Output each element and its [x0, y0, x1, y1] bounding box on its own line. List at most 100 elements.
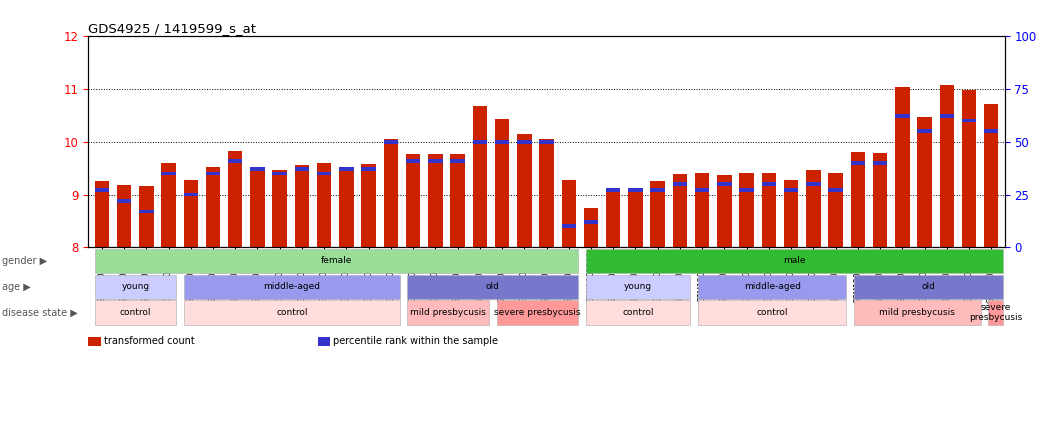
Bar — [161, 163, 176, 247]
Bar — [295, 165, 309, 247]
Text: age ▶: age ▶ — [2, 282, 31, 292]
Bar — [539, 139, 554, 247]
Bar — [962, 119, 976, 122]
Text: mild presbycusis: mild presbycusis — [880, 308, 956, 317]
Bar — [494, 140, 509, 143]
Bar — [250, 169, 264, 247]
Text: young: young — [122, 282, 150, 291]
Bar — [139, 186, 153, 247]
Bar — [183, 193, 198, 196]
Bar — [428, 154, 442, 247]
Bar — [739, 189, 754, 192]
Bar — [561, 225, 576, 228]
Text: control: control — [120, 308, 151, 317]
Bar — [273, 172, 287, 175]
Bar — [895, 115, 910, 118]
Bar — [606, 189, 620, 192]
Bar — [917, 117, 932, 247]
Bar — [473, 140, 487, 143]
Text: control: control — [276, 308, 307, 317]
Bar — [250, 168, 264, 171]
Bar — [428, 159, 442, 162]
Text: percentile rank within the sample: percentile rank within the sample — [333, 336, 499, 346]
Bar — [917, 129, 932, 133]
Bar — [339, 168, 354, 171]
Bar — [316, 163, 331, 247]
Bar — [717, 182, 732, 186]
Bar — [829, 173, 843, 247]
Text: female: female — [321, 256, 352, 266]
Bar — [339, 167, 354, 247]
Bar — [651, 189, 665, 192]
Bar — [494, 120, 509, 247]
Text: severe presbycusis: severe presbycusis — [494, 308, 581, 317]
Bar — [517, 135, 532, 247]
Bar — [316, 172, 331, 175]
Bar — [273, 170, 287, 247]
Bar — [95, 181, 109, 247]
Bar — [139, 210, 153, 213]
Bar — [384, 140, 398, 143]
Bar — [384, 139, 398, 247]
Bar — [95, 189, 109, 192]
Text: male: male — [783, 256, 806, 266]
Bar — [806, 170, 820, 247]
Bar — [295, 168, 309, 171]
Bar — [451, 154, 465, 247]
Bar — [940, 115, 954, 118]
Bar — [717, 175, 732, 247]
Bar — [829, 189, 843, 192]
Bar — [984, 104, 998, 247]
Text: disease state ▶: disease state ▶ — [2, 308, 78, 318]
Bar — [762, 173, 777, 247]
Bar — [672, 182, 687, 186]
Bar — [206, 167, 221, 247]
Bar — [584, 220, 599, 224]
Bar — [606, 189, 620, 247]
Bar — [940, 85, 954, 247]
Text: transformed count: transformed count — [104, 336, 195, 346]
Bar — [406, 154, 421, 247]
Bar — [517, 140, 532, 143]
Bar — [584, 208, 599, 247]
Bar — [361, 168, 376, 171]
Bar — [872, 154, 887, 247]
Bar — [406, 159, 421, 162]
Bar — [872, 161, 887, 165]
Bar — [228, 159, 243, 162]
Bar — [628, 189, 642, 192]
Bar — [539, 140, 554, 143]
Bar — [739, 173, 754, 247]
Bar — [850, 161, 865, 165]
Text: middle-aged: middle-aged — [743, 282, 801, 291]
Bar — [695, 189, 709, 192]
Bar — [561, 180, 576, 247]
Bar — [651, 181, 665, 247]
Bar — [895, 87, 910, 247]
Bar — [117, 199, 131, 203]
Bar — [183, 180, 198, 247]
Text: old: old — [486, 282, 500, 291]
Text: old: old — [921, 282, 936, 291]
Bar — [850, 152, 865, 247]
Bar — [117, 184, 131, 247]
Text: severe
presbycusis: severe presbycusis — [969, 303, 1022, 322]
Text: gender ▶: gender ▶ — [2, 256, 47, 266]
Bar — [228, 151, 243, 247]
Bar — [628, 190, 642, 247]
Bar — [762, 182, 777, 186]
Bar — [984, 129, 998, 133]
Text: mild presbycusis: mild presbycusis — [410, 308, 486, 317]
Text: GDS4925 / 1419599_s_at: GDS4925 / 1419599_s_at — [88, 22, 256, 35]
Bar — [695, 173, 709, 247]
Bar — [473, 106, 487, 247]
Bar — [806, 182, 820, 186]
Bar — [784, 180, 798, 247]
Bar — [206, 172, 221, 175]
Bar — [962, 91, 976, 247]
Bar — [672, 174, 687, 247]
Text: control: control — [623, 308, 654, 317]
Text: middle-aged: middle-aged — [263, 282, 321, 291]
Bar — [161, 172, 176, 175]
Text: control: control — [757, 308, 788, 317]
